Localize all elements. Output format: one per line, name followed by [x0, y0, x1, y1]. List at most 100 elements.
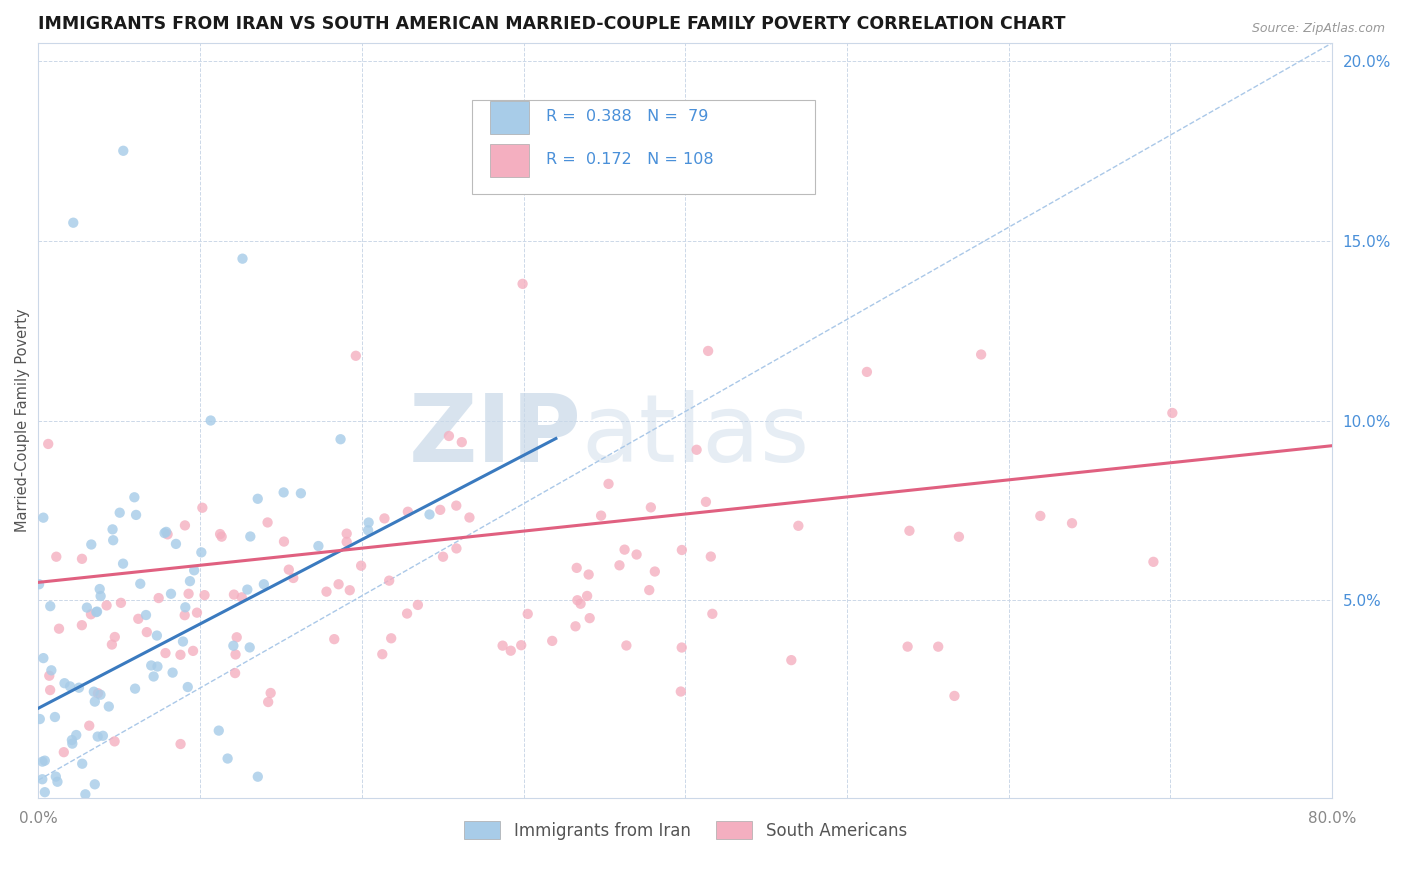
Point [1060, 516, 1083, 531]
Point [211, 530, 233, 544]
Point [283, 571, 305, 585]
Point [124, 490, 146, 504]
Point [339, 583, 361, 598]
Text: ZIP: ZIP [409, 390, 582, 482]
Point [89, 688, 111, 702]
Point [578, 567, 600, 582]
Point [224, 666, 246, 681]
Point [46, 774, 69, 789]
Point [110, 596, 132, 610]
Point [273, 534, 295, 549]
FancyBboxPatch shape [472, 100, 814, 194]
Point [83, 684, 105, 698]
Point [371, 647, 394, 661]
Point [396, 505, 419, 519]
Point [1029, 508, 1052, 523]
Point [350, 558, 373, 573]
Point [256, 516, 278, 530]
Point [32, 510, 55, 524]
Point [146, 659, 169, 673]
Point [259, 686, 281, 700]
Point [45, 549, 67, 564]
Point [429, 503, 451, 517]
Point [208, 723, 231, 738]
Point [53, 676, 76, 690]
Point [177, 587, 200, 601]
Point [609, 558, 631, 573]
Point [31, 755, 53, 769]
Point [39, 599, 62, 614]
Point [86, 605, 108, 619]
Point [37, 437, 59, 451]
Point [160, 587, 183, 601]
Point [616, 639, 638, 653]
Point [59, 679, 82, 693]
Point [162, 665, 184, 680]
Point [277, 563, 299, 577]
Point [39, 683, 62, 698]
Point [77, 799, 100, 814]
Point [52, 745, 75, 759]
Point [101, 533, 124, 548]
Point [897, 640, 920, 654]
Point [685, 442, 707, 457]
Point [446, 541, 468, 556]
Text: R =  0.388   N =  79: R = 0.388 N = 79 [546, 110, 707, 124]
Point [34, 754, 56, 768]
Point [62, 216, 84, 230]
Point [446, 499, 468, 513]
Point [103, 734, 125, 748]
Point [239, 529, 262, 543]
Point [76, 600, 98, 615]
Point [780, 653, 803, 667]
Point [89, 582, 111, 596]
Point [787, 518, 810, 533]
Point [323, 632, 346, 647]
Point [174, 518, 197, 533]
FancyBboxPatch shape [489, 101, 529, 135]
Point [307, 539, 329, 553]
Point [246, 770, 269, 784]
Point [142, 669, 165, 683]
Point [644, 565, 666, 579]
Point [97, 699, 120, 714]
Point [380, 632, 402, 646]
Point [273, 485, 295, 500]
Point [613, 542, 636, 557]
Point [591, 508, 613, 523]
Point [34, 785, 56, 799]
Point [567, 593, 589, 607]
Point [96, 599, 118, 613]
Point [336, 526, 359, 541]
Point [135, 607, 157, 622]
Point [181, 644, 204, 658]
Point [458, 510, 481, 524]
Point [491, 639, 513, 653]
Point [67, 681, 90, 695]
Point [927, 640, 949, 654]
Point [191, 500, 214, 515]
Point [75, 787, 97, 801]
Point [80, 607, 103, 622]
Point [60, 733, 83, 747]
Point [129, 576, 152, 591]
Point [127, 612, 149, 626]
Point [357, 523, 380, 537]
Point [569, 597, 592, 611]
Point [41, 663, 63, 677]
Point [378, 574, 401, 588]
Point [44, 710, 66, 724]
Point [541, 633, 564, 648]
Point [173, 608, 195, 623]
Point [125, 508, 148, 522]
Point [169, 737, 191, 751]
Point [28, 712, 51, 726]
Point [48, 622, 70, 636]
Point [225, 648, 247, 662]
Point [32, 651, 55, 665]
Point [626, 548, 648, 562]
Point [512, 277, 534, 291]
Point [200, 413, 222, 427]
Point [155, 524, 177, 539]
Point [65, 728, 87, 742]
